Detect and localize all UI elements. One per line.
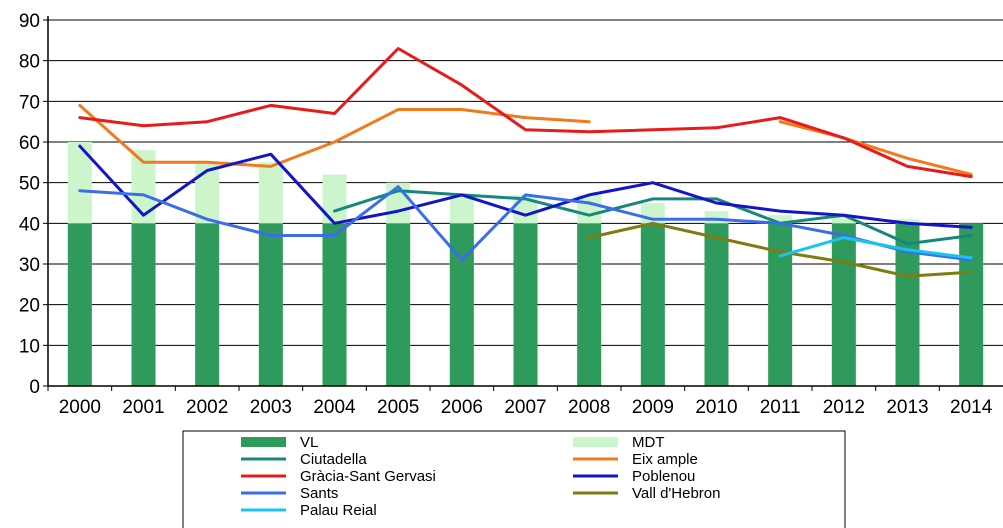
series-line-sants [78, 185, 973, 262]
legend-label: Gràcia-Sant Gervasi [300, 468, 436, 485]
bar-vl [640, 223, 665, 386]
series-line-gr-cia-sant-gervasi [78, 47, 973, 179]
bar-vl [959, 223, 984, 386]
legend-label: MDT [632, 434, 665, 451]
bar-vl [195, 223, 220, 386]
legend: VL MDT Ciutadella Eix ample Gràcia-Sant Gerv… [182, 430, 846, 528]
legend-swatch [241, 437, 286, 447]
y-tick-label: 40 [19, 214, 40, 235]
y-tick-label: 90 [19, 11, 40, 32]
bar-vl [67, 223, 92, 386]
bar-vl [577, 223, 602, 386]
x-tick-label: 2004 [313, 397, 356, 418]
legend-label: VL [300, 434, 318, 451]
bar-vl [258, 223, 283, 386]
legend-label: Sants [300, 485, 338, 502]
legend-label: Palau Reial [300, 502, 377, 519]
x-tick-label: 2013 [886, 397, 928, 418]
bar-vl [322, 223, 347, 386]
legend-box [182, 430, 846, 528]
x-tick-label: 2006 [441, 397, 483, 418]
legend-label: Vall d'Hebron [632, 485, 720, 502]
x-tick-label: 2008 [568, 397, 610, 418]
x-tick-label: 2012 [823, 397, 865, 418]
bar-vl [386, 223, 411, 386]
series-line-eixample [78, 103, 973, 176]
bar-vl [768, 223, 793, 386]
y-tick-label: 50 [19, 174, 40, 195]
series-line-ciutadella [333, 189, 973, 246]
x-tick-label: 2010 [695, 397, 737, 418]
series-line-palau-reial [778, 236, 973, 260]
legend-swatch [573, 437, 618, 447]
bar-vl [449, 223, 474, 386]
x-tick-label: 2002 [186, 397, 228, 418]
axes: 0 10 20 30 40 50 60 70 80 90 2000 2001 2002 2003 2004 2… [19, 11, 1003, 418]
x-tick-label: 2014 [950, 397, 993, 418]
x-tick-label: 2005 [377, 397, 419, 418]
legend-label: Poblenou [632, 468, 695, 485]
series-lines [78, 47, 973, 278]
bar-vl [704, 223, 729, 386]
y-tick-label: 60 [19, 133, 40, 154]
y-tick-label: 10 [19, 336, 40, 357]
y-tick-label: 0 [29, 377, 40, 398]
bar-vl [513, 223, 538, 386]
y-tick-label: 20 [19, 296, 40, 317]
bar-vl [831, 223, 856, 386]
legend-label: Ciutadella [300, 451, 367, 468]
x-tick-label: 2003 [250, 397, 292, 418]
x-tick-label: 2001 [122, 397, 164, 418]
x-tick-label: 2011 [760, 397, 801, 418]
series-line-vall-d-hebron [587, 221, 973, 278]
bar-vl [131, 223, 156, 386]
legend-label: Eix ample [632, 451, 698, 468]
bars [67, 142, 984, 386]
x-tick-label: 2000 [59, 397, 101, 418]
x-tick-label: 2009 [632, 397, 674, 418]
x-tick-label: 2007 [504, 397, 546, 418]
series-line-poblenou [78, 144, 973, 229]
y-tick-label: 70 [19, 92, 40, 113]
y-tick-label: 80 [19, 52, 40, 73]
y-tick-label: 30 [19, 255, 40, 276]
